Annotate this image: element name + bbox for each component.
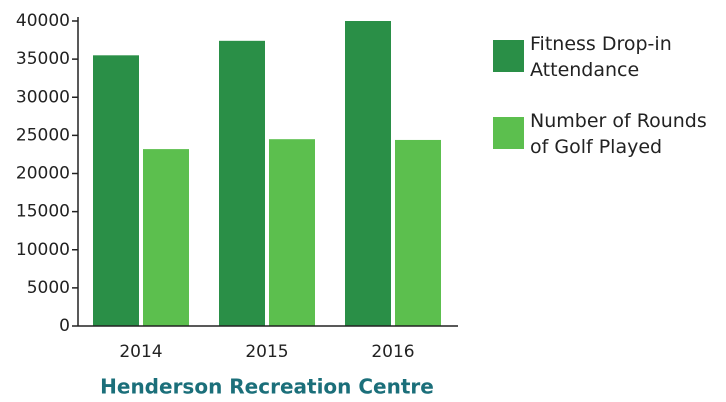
bar	[345, 21, 391, 326]
y-tick-label: 30000	[16, 87, 70, 107]
y-tick-label: 40000	[16, 11, 70, 31]
y-tick-label: 15000	[16, 202, 70, 222]
legend-label: Fitness Drop-in Attendance	[530, 33, 672, 81]
chart-title: Henderson Recreation Centre	[100, 375, 434, 399]
y-tick-label: 20000	[16, 164, 70, 184]
x-tick-label: 2015	[245, 342, 288, 362]
legend-swatch	[493, 117, 524, 149]
bar	[269, 139, 315, 326]
y-tick-label: 5000	[27, 278, 70, 298]
y-tick-label: 10000	[16, 240, 70, 260]
x-tick-label: 2014	[119, 342, 162, 362]
legend-item: Number of Rounds of Golf Played	[493, 108, 720, 160]
y-tick-label: 35000	[16, 49, 70, 69]
bar	[143, 149, 189, 326]
y-tick-label: 0	[59, 316, 70, 336]
legend-label: Number of Rounds of Golf Played	[530, 110, 707, 158]
bar	[219, 40, 265, 326]
x-tick-label: 2016	[371, 342, 414, 362]
bar	[93, 55, 139, 326]
bar	[395, 139, 441, 326]
legend-swatch	[493, 40, 524, 72]
legend-item: Fitness Drop-in Attendance	[493, 31, 720, 83]
y-tick-label: 25000	[16, 125, 70, 145]
